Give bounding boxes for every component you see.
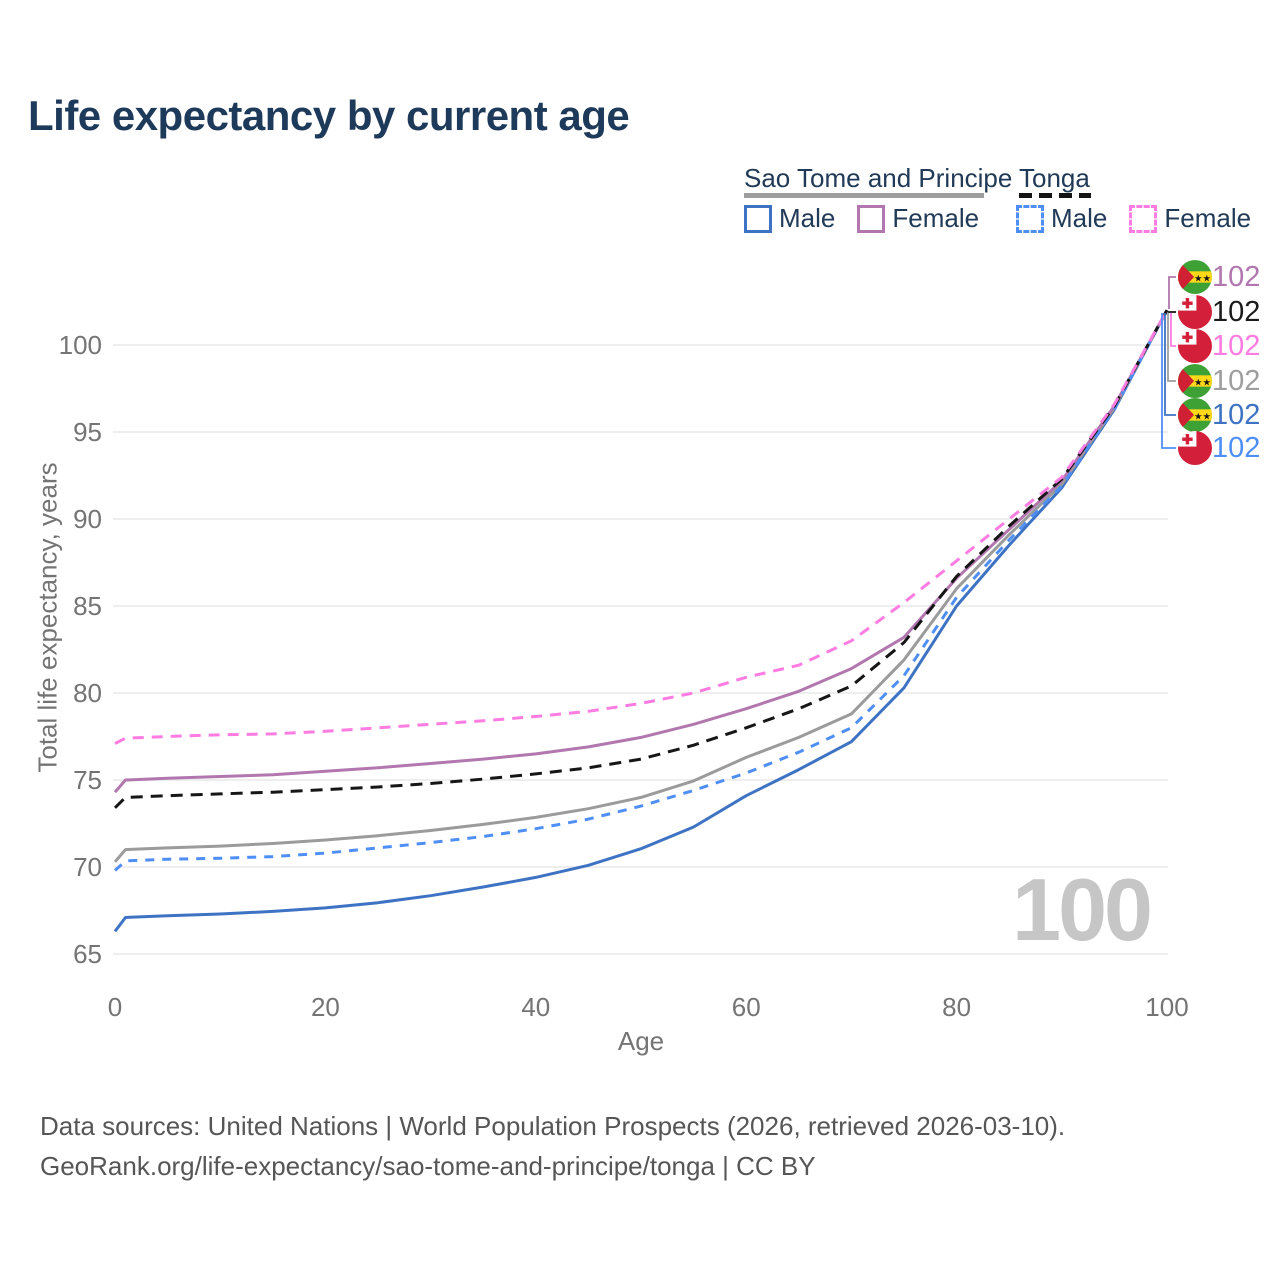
tonga-flag-icon — [1178, 329, 1212, 363]
legend-swatch-sao-tome-female[interactable] — [857, 204, 886, 233]
series-line-stp-total — [113, 309, 1169, 863]
y-tick-label-80: 80 — [73, 678, 102, 708]
sao-tome-flag-icon: ★ ★ — [1178, 398, 1212, 432]
footer-sources-line: Data sources: United Nations | World Pop… — [40, 1111, 1066, 1141]
y-tick-label-70: 70 — [73, 852, 102, 882]
y-tick-label-75: 75 — [73, 765, 102, 795]
svg-text:★: ★ — [1203, 411, 1211, 422]
legend-label-tonga-female[interactable]: Female — [1164, 203, 1252, 233]
x-tick-label-60: 60 — [732, 992, 761, 1022]
end-value-tonga-total: 102 — [1212, 295, 1261, 328]
leader-line-stp-female — [1168, 276, 1176, 309]
svg-text:★: ★ — [1203, 377, 1211, 388]
series-line-tonga-male — [113, 309, 1169, 872]
age-watermark: 100 — [1012, 860, 1153, 959]
legend-swatch-sao-tome-male[interactable] — [744, 204, 772, 233]
legend-label-tonga-male[interactable]: Male — [1051, 203, 1108, 233]
y-tick-label-85: 85 — [73, 591, 102, 621]
x-axis-title: Age — [617, 1026, 665, 1056]
life-expectancy-chart: 65 70 75 80 85 90 95 100 0 20 40 60 80 100 — [59, 276, 1189, 1022]
series-line-tonga-female — [114, 309, 1169, 745]
value-label-stp-male: ★ ★ 102 — [1178, 397, 1260, 433]
end-value-stp-total: 102 — [1212, 364, 1261, 397]
svg-text:★: ★ — [1194, 273, 1202, 284]
value-label-stp-total: ★ ★ 102 — [1178, 363, 1260, 399]
value-label-tonga-total: 102 — [1178, 294, 1260, 330]
legend-underline-tonga-dashed — [1019, 193, 1091, 198]
end-value-tonga-male: 102 — [1212, 431, 1261, 464]
page-title: Life expectancy by current age — [28, 92, 630, 139]
sao-tome-flag-icon: ★ ★ — [1178, 260, 1212, 294]
value-label-tonga-female: 102 — [1178, 328, 1260, 364]
tonga-flag-icon — [1178, 295, 1212, 329]
end-value-tonga-female: 102 — [1212, 329, 1261, 362]
legend-swatch-tonga-male[interactable] — [1016, 204, 1044, 233]
x-tick-label-80: 80 — [942, 992, 971, 1022]
legend-group-sao-tome[interactable]: Sao Tome and Principe — [744, 163, 1013, 193]
end-value-stp-male: 102 — [1212, 398, 1261, 431]
legend-label-sao-tome-male[interactable]: Male — [779, 203, 836, 233]
series-line-stp-female — [113, 309, 1169, 794]
y-tick-label-65: 65 — [73, 939, 102, 969]
end-value-stp-female: 102 — [1212, 260, 1261, 293]
legend-underline-sao-tome-solid — [744, 193, 984, 198]
x-tick-label-20: 20 — [311, 992, 340, 1022]
sao-tome-flag-icon: ★ ★ — [1178, 364, 1212, 398]
legend-label-sao-tome-female[interactable]: Female — [892, 203, 980, 233]
y-tick-label-90: 90 — [73, 504, 102, 534]
x-tick-label-0: 0 — [108, 992, 122, 1022]
footer-attribution-line[interactable]: GeoRank.org/life-expectancy/sao-tome-and… — [40, 1151, 816, 1181]
y-tick-label-95: 95 — [73, 417, 102, 447]
y-tick-label-100: 100 — [59, 330, 102, 360]
x-tick-label-100: 100 — [1145, 992, 1188, 1022]
value-label-tonga-male: 102 — [1178, 430, 1260, 466]
legend-swatch-tonga-female[interactable] — [1129, 204, 1158, 233]
leader-line-stp-total — [1167, 313, 1176, 382]
tonga-flag-icon — [1178, 431, 1212, 465]
series-line-stp-male — [113, 309, 1169, 933]
svg-text:★: ★ — [1203, 273, 1211, 284]
leader-line-tonga-female — [1170, 313, 1176, 347]
value-label-stp-female: ★ ★ 102 — [1178, 259, 1260, 295]
leader-line-tonga-male — [1161, 313, 1176, 449]
legend-group-tonga[interactable]: Tonga — [1019, 163, 1090, 193]
svg-text:★: ★ — [1194, 411, 1202, 422]
svg-text:★: ★ — [1194, 377, 1202, 388]
leader-line-stp-male — [1164, 313, 1176, 416]
data-sources-footer: Data sources: United Nations | World Pop… — [40, 1106, 1065, 1186]
y-axis-title: Total life expectancy, years — [32, 462, 63, 773]
series-line-tonga-total — [113, 309, 1169, 809]
x-tick-label-40: 40 — [521, 992, 550, 1022]
